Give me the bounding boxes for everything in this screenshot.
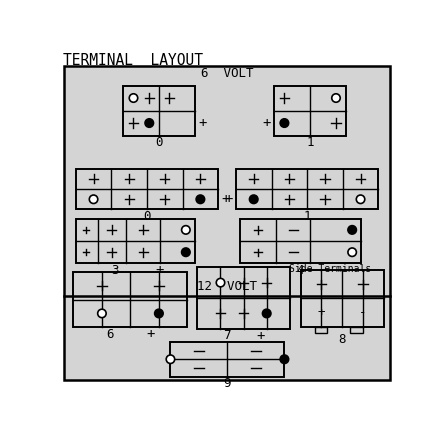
Bar bbox=[198, 267, 290, 329]
Text: +: + bbox=[256, 329, 264, 343]
Bar bbox=[350, 326, 363, 333]
Circle shape bbox=[332, 94, 340, 102]
Circle shape bbox=[348, 225, 357, 234]
Bar bbox=[300, 270, 384, 326]
Bar bbox=[171, 342, 284, 377]
Text: 7: 7 bbox=[223, 329, 231, 342]
Circle shape bbox=[182, 248, 190, 256]
Bar bbox=[236, 169, 378, 210]
Circle shape bbox=[280, 119, 289, 127]
Text: +: + bbox=[318, 306, 325, 319]
Bar bbox=[240, 219, 361, 264]
Text: 6  VOLT: 6 VOLT bbox=[201, 67, 254, 81]
Circle shape bbox=[129, 94, 138, 102]
Bar bbox=[315, 326, 327, 333]
Circle shape bbox=[280, 355, 289, 363]
Circle shape bbox=[155, 309, 163, 318]
Circle shape bbox=[216, 278, 225, 287]
Text: 12  VOLT: 12 VOLT bbox=[198, 280, 257, 293]
Text: TERMINAL  LAYOUT: TERMINAL LAYOUT bbox=[62, 53, 202, 68]
Text: 1: 1 bbox=[307, 136, 314, 149]
Circle shape bbox=[145, 119, 154, 127]
Circle shape bbox=[182, 225, 190, 234]
Text: +: + bbox=[198, 116, 207, 130]
Text: 3: 3 bbox=[111, 264, 119, 277]
Text: +: + bbox=[155, 263, 163, 277]
Bar bbox=[74, 272, 187, 327]
Text: +: + bbox=[263, 116, 271, 130]
Circle shape bbox=[249, 195, 258, 203]
Circle shape bbox=[196, 195, 205, 203]
Circle shape bbox=[97, 309, 106, 318]
Circle shape bbox=[348, 248, 357, 256]
Circle shape bbox=[166, 355, 175, 363]
Text: 4: 4 bbox=[297, 264, 304, 277]
Text: Side Terminals: Side Terminals bbox=[289, 264, 371, 274]
Text: -: - bbox=[359, 306, 367, 319]
Bar bbox=[76, 219, 195, 264]
Circle shape bbox=[262, 309, 271, 318]
Text: +: + bbox=[147, 327, 155, 341]
Text: 6: 6 bbox=[106, 328, 114, 341]
Text: 0: 0 bbox=[143, 210, 151, 223]
Bar bbox=[274, 85, 346, 136]
Text: +: + bbox=[222, 192, 230, 206]
Circle shape bbox=[89, 195, 98, 203]
Text: 9: 9 bbox=[224, 377, 231, 390]
Circle shape bbox=[356, 195, 365, 203]
Text: 1: 1 bbox=[303, 210, 311, 223]
Text: 0: 0 bbox=[155, 136, 163, 149]
Text: 8: 8 bbox=[338, 333, 346, 346]
Text: +: + bbox=[224, 192, 233, 206]
Bar bbox=[124, 85, 195, 136]
Bar bbox=[76, 169, 218, 210]
